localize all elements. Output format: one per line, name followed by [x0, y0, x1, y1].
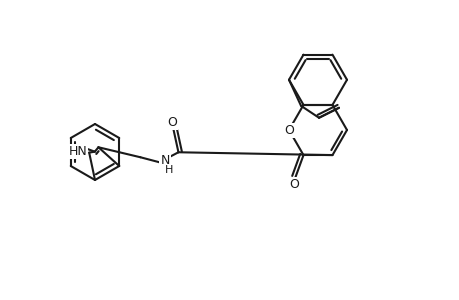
Text: HN: HN	[68, 145, 87, 158]
Text: O: O	[289, 178, 299, 190]
Text: H: H	[164, 165, 173, 175]
Text: O: O	[284, 124, 293, 136]
Text: N: N	[160, 154, 169, 167]
Text: O: O	[167, 116, 177, 129]
